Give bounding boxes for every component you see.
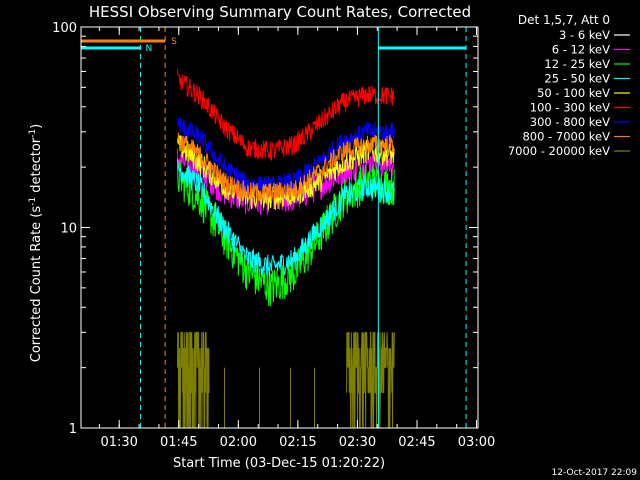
legend-label: 50 - 100 keV <box>537 86 610 100</box>
legend-label: 300 - 800 keV <box>530 115 610 129</box>
s-marker-label: S <box>171 37 177 47</box>
series-100-300-kev <box>176 69 395 162</box>
x-tick-label: 02:15 <box>279 435 316 450</box>
axes: 01:30 01:45 02:00 02:15 02:30 02:45 03:00 1 10 10… <box>52 21 495 450</box>
x-tick-label: 02:00 <box>220 435 257 450</box>
y-tick-label: 1 <box>69 422 77 437</box>
series-7000-20000-kev <box>176 331 210 428</box>
x-tick-label: 01:45 <box>160 435 197 450</box>
x-tick-label: 02:30 <box>339 435 376 450</box>
legend-label: 800 - 7000 keV <box>522 130 610 144</box>
n-marker-label: N <box>146 44 153 54</box>
legend-label: 3 - 6 keV <box>559 28 610 42</box>
legend-title: Det 1,5,7, Att 0 <box>518 13 610 27</box>
y-tick-label: 100 <box>52 21 77 36</box>
series-7000-20000-kev <box>346 331 395 428</box>
series-800-7000-kev <box>176 132 395 202</box>
legend-label: 12 - 25 keV <box>544 57 610 71</box>
x-tick-label: 03:00 <box>458 435 495 450</box>
x-tick-label: 01:30 <box>100 435 137 450</box>
y-tick-label: 10 <box>60 222 77 237</box>
orbit-markers: NS <box>81 27 467 428</box>
legend-label: 25 - 50 keV <box>544 72 610 86</box>
footer-timestamp: 12-Oct-2017 22:09 <box>552 468 638 478</box>
legend-label: 7000 - 20000 keV <box>508 144 610 158</box>
series-layer <box>176 69 395 428</box>
series-25-50-kev <box>176 158 395 278</box>
x-axis-label: Start Time (03-Dec-15 01:20:22) <box>173 456 385 471</box>
x-tick-label: 02:45 <box>398 435 435 450</box>
legend-label: 100 - 300 keV <box>530 101 610 115</box>
chart-title: HESSI Observing Summary Count Rates, Cor… <box>89 3 471 21</box>
legend-label: 6 - 12 keV <box>552 43 610 57</box>
series-300-800-kev <box>176 117 395 197</box>
y-axis-label: Corrected Count Rate (s-1 detector-1) <box>28 124 44 362</box>
